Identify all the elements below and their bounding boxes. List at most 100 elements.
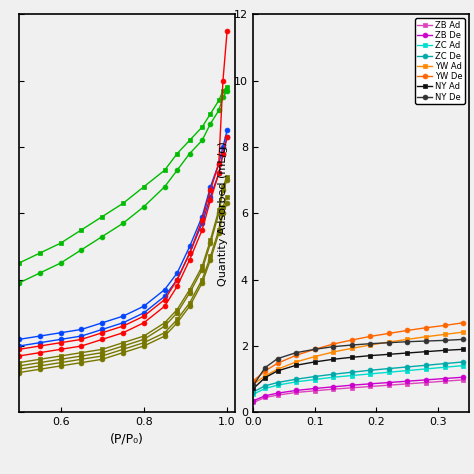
NY De xyxy=(349,342,355,348)
NY De xyxy=(386,340,392,346)
NY De xyxy=(423,338,429,344)
YW De xyxy=(251,378,256,384)
ZB Ad xyxy=(262,394,268,400)
ZB De xyxy=(386,380,392,385)
ZC De xyxy=(460,359,466,365)
NY Ad xyxy=(460,346,466,352)
YW De xyxy=(312,346,318,352)
NY Ad xyxy=(349,355,355,360)
NY De xyxy=(274,356,280,362)
YW De xyxy=(423,325,429,331)
ZB De xyxy=(423,377,429,383)
ZB Ad xyxy=(386,383,392,388)
ZB De xyxy=(293,388,299,393)
YW De xyxy=(262,368,268,374)
ZC Ad xyxy=(312,377,318,383)
YW Ad xyxy=(330,349,336,355)
NY Ad xyxy=(423,349,429,355)
ZC Ad xyxy=(442,365,447,370)
YW Ad xyxy=(312,354,318,359)
YW Ad xyxy=(262,373,268,379)
ZB De xyxy=(274,390,280,396)
ZC De xyxy=(423,363,429,368)
YW De xyxy=(405,328,410,333)
ZC De xyxy=(274,380,280,385)
NY Ad xyxy=(405,350,410,356)
ZB Ad xyxy=(405,381,410,387)
Line: NY Ad: NY Ad xyxy=(251,347,465,391)
YW Ad xyxy=(386,339,392,345)
ZB Ad xyxy=(251,400,256,405)
YW De xyxy=(386,330,392,336)
YW Ad xyxy=(251,381,256,387)
ZB Ad xyxy=(293,390,299,395)
YW Ad xyxy=(423,334,429,339)
ZB Ad xyxy=(442,378,447,384)
NY De xyxy=(460,337,466,342)
ZB De xyxy=(349,383,355,388)
ZC De xyxy=(349,369,355,375)
NY De xyxy=(367,341,373,346)
YW Ad xyxy=(293,359,299,365)
ZC Ad xyxy=(386,369,392,375)
ZC Ad xyxy=(330,374,336,380)
ZC De xyxy=(251,389,256,395)
ZC De xyxy=(442,361,447,366)
ZB Ad xyxy=(367,383,373,389)
Line: NY De: NY De xyxy=(251,337,465,388)
ZB De xyxy=(367,381,373,387)
NY Ad xyxy=(293,363,299,368)
NY De xyxy=(442,337,447,343)
NY De xyxy=(293,350,299,356)
ZC De xyxy=(367,367,373,373)
ZC De xyxy=(262,383,268,389)
Line: YW De: YW De xyxy=(251,320,465,383)
YW De xyxy=(367,334,373,339)
ZC Ad xyxy=(274,383,280,388)
ZB Ad xyxy=(274,392,280,398)
X-axis label: (P/P₀): (P/P₀) xyxy=(110,433,144,446)
NY Ad xyxy=(262,374,268,380)
ZB Ad xyxy=(349,385,355,391)
ZC Ad xyxy=(262,386,268,392)
YW Ad xyxy=(349,346,355,351)
NY Ad xyxy=(386,352,392,357)
YW De xyxy=(442,323,447,328)
NY De xyxy=(251,383,256,388)
NY Ad xyxy=(274,368,280,374)
ZC Ad xyxy=(349,373,355,378)
ZC Ad xyxy=(293,379,299,385)
YW De xyxy=(460,320,466,326)
ZB Ad xyxy=(312,388,318,393)
ZB Ad xyxy=(423,380,429,385)
ZB De xyxy=(330,384,336,390)
ZB Ad xyxy=(330,386,336,392)
NY De xyxy=(330,344,336,349)
ZB De xyxy=(262,393,268,399)
YW De xyxy=(293,353,299,358)
YW Ad xyxy=(367,342,373,348)
ZB De xyxy=(312,386,318,392)
ZC De xyxy=(330,372,336,377)
ZC Ad xyxy=(251,392,256,397)
ZB De xyxy=(251,398,256,404)
Legend: ZB Ad, ZB De, ZC Ad, ZC De, YW Ad, YW De, NY Ad, NY De: ZB Ad, ZB De, ZC Ad, ZC De, YW Ad, YW De… xyxy=(415,18,465,104)
Line: ZB Ad: ZB Ad xyxy=(251,377,465,405)
Line: ZC De: ZC De xyxy=(251,359,465,394)
ZC De xyxy=(312,374,318,379)
YW De xyxy=(330,341,336,347)
ZC De xyxy=(293,376,299,382)
Y-axis label: Quantity Adsorbed (mL/g): Quantity Adsorbed (mL/g) xyxy=(218,141,228,286)
ZC De xyxy=(405,364,410,370)
YW Ad xyxy=(460,329,466,335)
Line: YW Ad: YW Ad xyxy=(251,329,465,387)
ZB De xyxy=(442,376,447,382)
ZC De xyxy=(386,366,392,372)
NY Ad xyxy=(251,386,256,392)
NY De xyxy=(405,339,410,345)
NY De xyxy=(262,365,268,371)
YW Ad xyxy=(405,337,410,342)
NY Ad xyxy=(367,353,373,358)
ZB De xyxy=(460,374,466,380)
ZC Ad xyxy=(423,366,429,372)
